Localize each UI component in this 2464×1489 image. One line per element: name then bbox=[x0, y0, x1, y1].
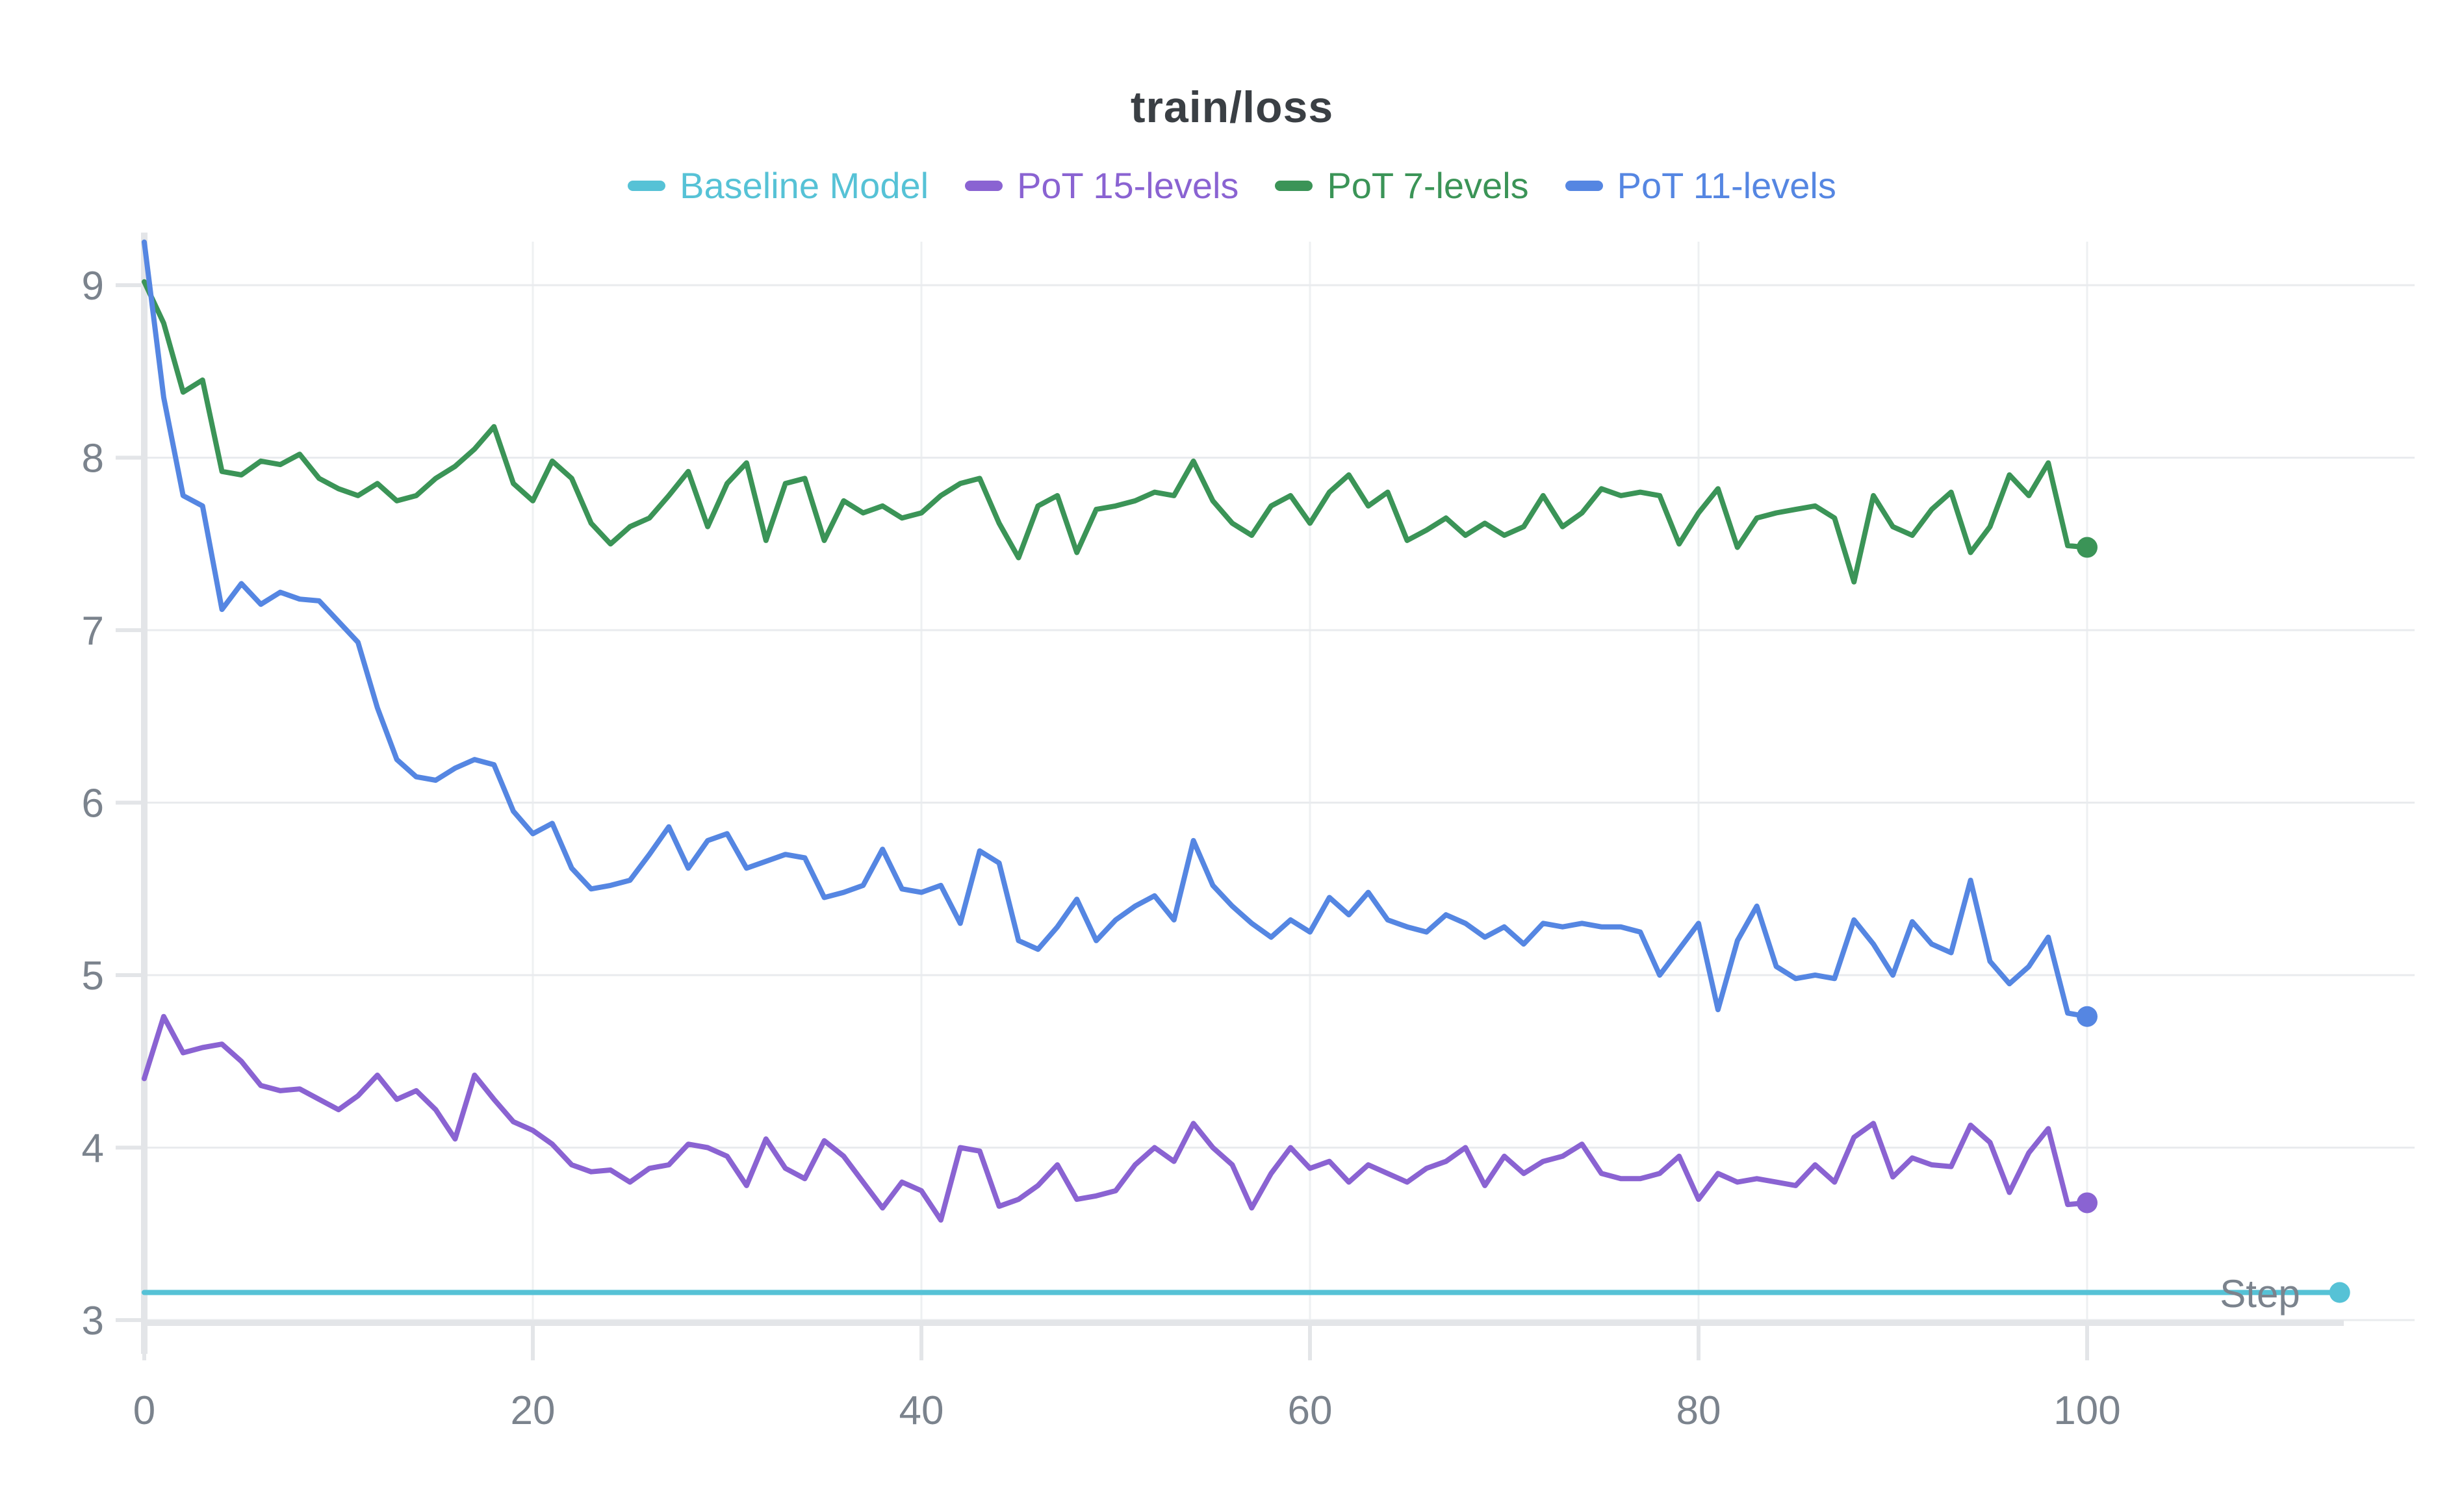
chart-legend: Baseline Model PoT 15-levels PoT 7-levels P… bbox=[0, 168, 2464, 204]
legend-item-pot-7-levels[interactable]: PoT 7-levels bbox=[1275, 165, 1529, 206]
series-end-dot-pot-11-levels[interactable] bbox=[2077, 1006, 2098, 1027]
x-tick-label: 60 bbox=[1288, 1388, 1333, 1433]
x-tick-label: 40 bbox=[899, 1388, 944, 1433]
y-axis-line bbox=[141, 233, 148, 1354]
x-axis-line bbox=[141, 1320, 2344, 1326]
series-line-pot-15-levels[interactable] bbox=[142, 1013, 2090, 1223]
legend-item-pot-15-levels[interactable]: PoT 15-levels bbox=[965, 168, 1238, 204]
y-tick-label: 8 bbox=[82, 437, 104, 481]
x-tick-label: 20 bbox=[511, 1388, 556, 1433]
x-axis-title: Step bbox=[2220, 1272, 2300, 1316]
legend-swatch-icon bbox=[1565, 181, 1603, 191]
series-line-pot-7-levels[interactable] bbox=[142, 279, 2090, 585]
legend-item-baseline-model[interactable]: Baseline Model bbox=[628, 168, 929, 204]
x-tick-label: 0 bbox=[133, 1388, 155, 1433]
y-tick-label: 7 bbox=[82, 609, 104, 654]
legend-item-pot-11-levels[interactable]: PoT 11-levels bbox=[1565, 168, 1836, 204]
x-tick-label: 100 bbox=[2053, 1388, 2120, 1433]
y-tick-label: 4 bbox=[82, 1126, 104, 1171]
x-tick-label: 80 bbox=[1676, 1388, 1721, 1433]
legend-swatch-icon bbox=[1275, 181, 1313, 191]
series-end-dot-pot-7-levels[interactable] bbox=[2077, 537, 2098, 558]
y-tick-label: 9 bbox=[82, 264, 104, 309]
series-end-dot-baseline-model[interactable] bbox=[2329, 1282, 2350, 1303]
legend-swatch-icon bbox=[965, 181, 1003, 191]
series-line-pot-11-levels[interactable] bbox=[142, 239, 2090, 1019]
y-tick-label: 5 bbox=[82, 954, 104, 999]
legend-label: PoT 7-levels bbox=[1327, 165, 1529, 206]
y-tick-label: 3 bbox=[82, 1299, 104, 1343]
series-end-dot-pot-15-levels[interactable] bbox=[2077, 1192, 2098, 1214]
legend-swatch-icon bbox=[628, 181, 666, 191]
legend-label: Baseline Model bbox=[680, 165, 929, 206]
legend-label: PoT 15-levels bbox=[1017, 165, 1239, 206]
y-tick-label: 6 bbox=[82, 782, 104, 826]
chart-title: train/loss bbox=[1130, 83, 1334, 132]
legend-label: PoT 11-levels bbox=[1617, 165, 1836, 206]
